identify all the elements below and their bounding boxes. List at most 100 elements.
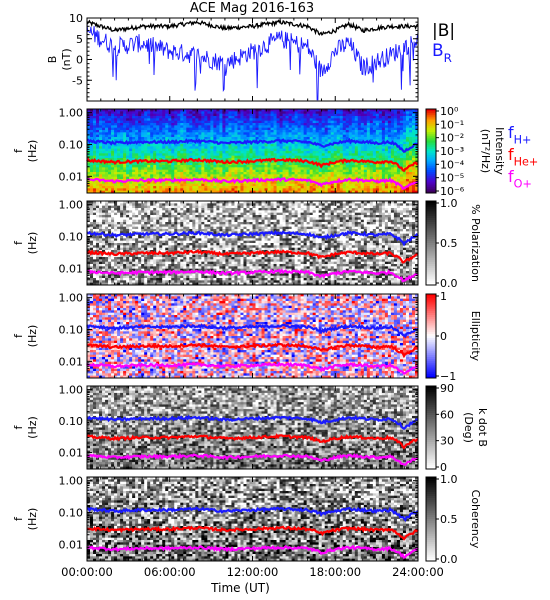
spectrogram-cell	[309, 137, 314, 140]
spectrogram-cell	[276, 190, 280, 194]
spectrogram-cell	[402, 176, 407, 180]
spectrogram-cell	[117, 183, 121, 187]
spectrogram-cell	[96, 278, 100, 281]
spectrogram-cell	[120, 172, 124, 175]
spectrogram-cell	[384, 118, 389, 122]
spectrogram-cell	[243, 155, 247, 159]
spectrogram-cell	[117, 219, 121, 223]
spectrogram-cell	[195, 181, 199, 185]
spectrogram-cell	[393, 160, 398, 164]
spectrogram-cell	[123, 240, 127, 244]
spectrogram-cell	[135, 111, 139, 115]
spectrogram-cell	[237, 176, 241, 180]
spectrogram-cell	[162, 162, 166, 166]
spectrogram-cell	[135, 275, 139, 279]
spectrogram-cell	[252, 172, 256, 175]
spectrogram-cell	[360, 116, 365, 119]
spectrogram-cell	[324, 169, 329, 173]
spectrogram-cell	[240, 153, 244, 157]
spectrogram-cell	[270, 190, 274, 194]
spectrogram-cell	[255, 137, 259, 140]
spectrogram-cell	[90, 137, 94, 140]
spectrogram-cell	[90, 127, 94, 131]
spectrogram-cell	[210, 144, 214, 147]
spectrogram-cell	[99, 118, 103, 122]
spectrogram-cell	[87, 186, 91, 189]
spectrogram-cell	[207, 155, 211, 159]
spectrogram-cell	[363, 113, 368, 117]
spectrogram-cell	[207, 137, 211, 140]
spectrogram-cell	[396, 151, 401, 154]
spectrogram-cell	[231, 167, 235, 171]
spectrogram-cell	[348, 116, 353, 119]
spectrogram-cell	[372, 120, 377, 124]
spectrogram-cell	[114, 205, 118, 209]
spectrogram-cell	[291, 146, 296, 150]
spectrogram-cell	[384, 144, 389, 147]
spectrogram-cell	[399, 155, 404, 159]
spectrogram-cell	[96, 273, 100, 277]
spectrogram-cell	[186, 190, 190, 194]
spectrogram-cell	[210, 155, 214, 159]
spectrogram-cell	[411, 153, 416, 157]
colorbar-cell	[426, 155, 436, 158]
spectrogram-cell	[333, 148, 338, 152]
spectrogram-cell	[102, 224, 106, 228]
spectrogram-cell	[144, 212, 148, 216]
spectrogram-cell	[114, 201, 118, 204]
spectrogram-cell	[387, 181, 392, 185]
spectrogram-cell	[222, 144, 226, 147]
spectrogram-cell	[90, 226, 94, 230]
spectrogram-cell	[279, 111, 283, 115]
spectrogram-cell	[237, 158, 241, 161]
spectrogram-cell	[96, 275, 100, 279]
spectrogram-cell	[342, 165, 347, 168]
spectrogram-cell	[96, 226, 100, 230]
spectrogram-cell	[189, 127, 193, 131]
spectrogram-cell	[129, 273, 133, 277]
spectrogram-cell	[105, 130, 109, 133]
spectrogram-cell	[336, 176, 341, 180]
spectrogram-cell	[336, 155, 341, 159]
spectrogram-cell	[270, 169, 274, 173]
spectrogram-cell	[132, 137, 136, 140]
spectrogram-cell	[120, 116, 124, 119]
spectrogram-cell	[399, 176, 404, 180]
spectrogram-cell	[282, 167, 286, 171]
spectrogram-cell	[138, 111, 142, 115]
spectrogram-cell	[186, 127, 190, 131]
spectrogram-cell	[342, 148, 347, 152]
spectrogram-cell	[294, 127, 299, 131]
spectrogram-cell	[87, 134, 91, 138]
spectrogram-cell	[297, 132, 302, 136]
colorbar-cell	[426, 184, 436, 188]
spectrogram-cell	[357, 130, 362, 133]
spectrogram-cell	[135, 144, 139, 147]
spectrogram-cell	[366, 188, 371, 192]
spectrogram-cell	[147, 127, 151, 131]
spectrogram-cell	[315, 137, 320, 140]
spectrogram-cell	[237, 118, 241, 122]
colorbar-tick-label: 10⁻⁵	[440, 172, 464, 185]
spectrogram-cell	[240, 148, 244, 152]
spectrogram-cell	[183, 148, 187, 152]
spectrogram-cell	[174, 151, 178, 154]
spectrogram-cell	[399, 141, 404, 145]
spectrogram-cell	[273, 190, 277, 194]
spectrogram-cell	[258, 162, 262, 166]
spectrogram-cell	[177, 186, 181, 189]
spectrogram-cell	[309, 179, 314, 182]
spectrogram-cell	[234, 181, 238, 185]
spectrogram-cell	[327, 134, 332, 138]
spectrogram-cell	[147, 250, 151, 253]
spectrogram-cell	[405, 179, 410, 182]
spectrogram-cell	[93, 224, 97, 228]
spectrogram-cell	[288, 120, 293, 124]
spectrogram-cell	[147, 247, 151, 251]
spectrogram-cell	[252, 137, 256, 140]
spectrogram-cell	[354, 190, 359, 194]
spectrogram-cell	[93, 275, 97, 279]
spectrogram-cell	[276, 160, 280, 164]
spectrogram-cell	[282, 151, 286, 154]
spectrogram-cell	[270, 116, 274, 119]
